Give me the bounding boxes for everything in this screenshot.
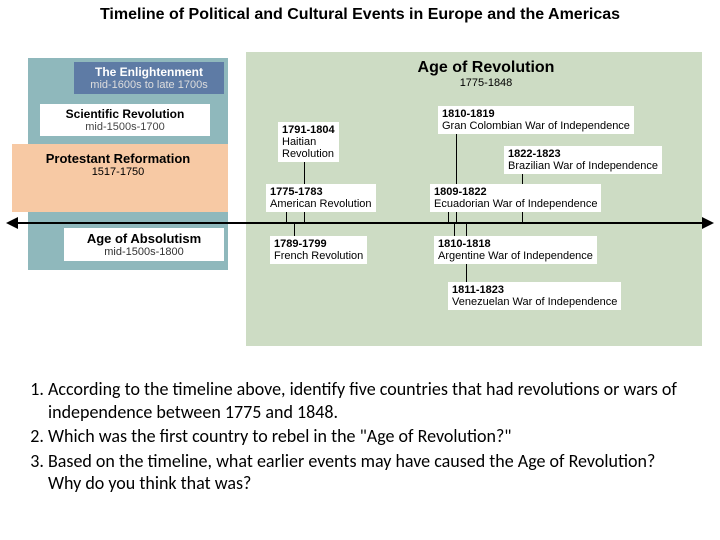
- event-box: 1789-1799French Revolution: [270, 236, 367, 264]
- period-dates: 1517-1750: [28, 166, 208, 178]
- event-name: American Revolution: [270, 198, 372, 210]
- event-box: 1810-1818Argentine War of Independence: [434, 236, 597, 264]
- period-box: Scientific Revolutionmid-1500s-1700: [40, 104, 210, 136]
- timeline-axis: [16, 222, 704, 224]
- period-title: Age of Absolutism: [70, 231, 218, 246]
- question-item: Based on the timeline, what earlier even…: [48, 450, 692, 495]
- event-dates: 1775-1783: [270, 186, 372, 198]
- question-list: According to the timeline above, identif…: [0, 366, 720, 495]
- event-dates: 1810-1819: [442, 108, 630, 120]
- event-box: 1791-1804HaitianRevolution: [278, 122, 339, 162]
- arrow-left-icon: [6, 217, 18, 229]
- event-dates: 1809-1822: [434, 186, 597, 198]
- event-dates: 1810-1818: [438, 238, 593, 250]
- period-box: Age of Absolutismmid-1500s-1800: [64, 228, 224, 261]
- event-dates: 1791-1804: [282, 124, 335, 136]
- event-box: 1809-1822Ecuadorian War of Independence: [430, 184, 601, 212]
- event-box: 1811-1823Venezuelan War of Independence: [448, 282, 621, 310]
- event-box: 1822-1823Brazilian War of Independence: [504, 146, 662, 174]
- period-dates: mid-1500s-1800: [70, 246, 218, 258]
- chart-title: Timeline of Political and Cultural Event…: [0, 0, 720, 26]
- question-item: According to the timeline above, identif…: [48, 378, 692, 423]
- event-name: Gran Colombian War of Independence: [442, 120, 630, 132]
- event-dates: 1811-1823: [452, 284, 617, 296]
- period-title: Scientific Revolution: [46, 107, 204, 121]
- event-dates: 1822-1823: [508, 148, 658, 160]
- event-box: 1810-1819Gran Colombian War of Independe…: [438, 106, 634, 134]
- event-box: 1775-1783American Revolution: [266, 184, 376, 212]
- period-dates: mid-1600s to late 1700s: [80, 79, 218, 91]
- event-name: Ecuadorian War of Independence: [434, 198, 597, 210]
- period-box: The Enlightenmentmid-1600s to late 1700s: [74, 62, 224, 94]
- period-title: The Enlightenment: [80, 65, 218, 79]
- period-dates: mid-1500s-1700: [46, 121, 204, 133]
- event-name: Brazilian War of Independence: [508, 160, 658, 172]
- period-box: Protestant Reformation1517-1750: [22, 148, 214, 181]
- question-item: Which was the first country to rebel in …: [48, 425, 692, 448]
- period-title: Age of Revolution: [392, 59, 580, 77]
- event-dates: 1789-1799: [274, 238, 363, 250]
- period-title: Protestant Reformation: [28, 151, 208, 166]
- event-name: French Revolution: [274, 250, 363, 262]
- period-box: Age of Revolution1775-1848: [386, 56, 586, 92]
- arrow-right-icon: [702, 217, 714, 229]
- event-name: Argentine War of Independence: [438, 250, 593, 262]
- period-dates: 1775-1848: [392, 77, 580, 89]
- event-name: Venezuelan War of Independence: [452, 296, 617, 308]
- event-name: HaitianRevolution: [282, 136, 335, 160]
- timeline-diagram: The Enlightenmentmid-1600s to late 1700s…: [10, 26, 710, 366]
